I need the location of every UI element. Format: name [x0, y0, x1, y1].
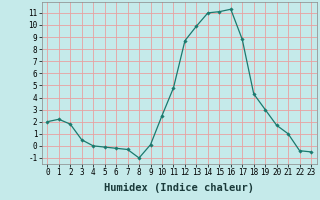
X-axis label: Humidex (Indice chaleur): Humidex (Indice chaleur) — [104, 183, 254, 193]
